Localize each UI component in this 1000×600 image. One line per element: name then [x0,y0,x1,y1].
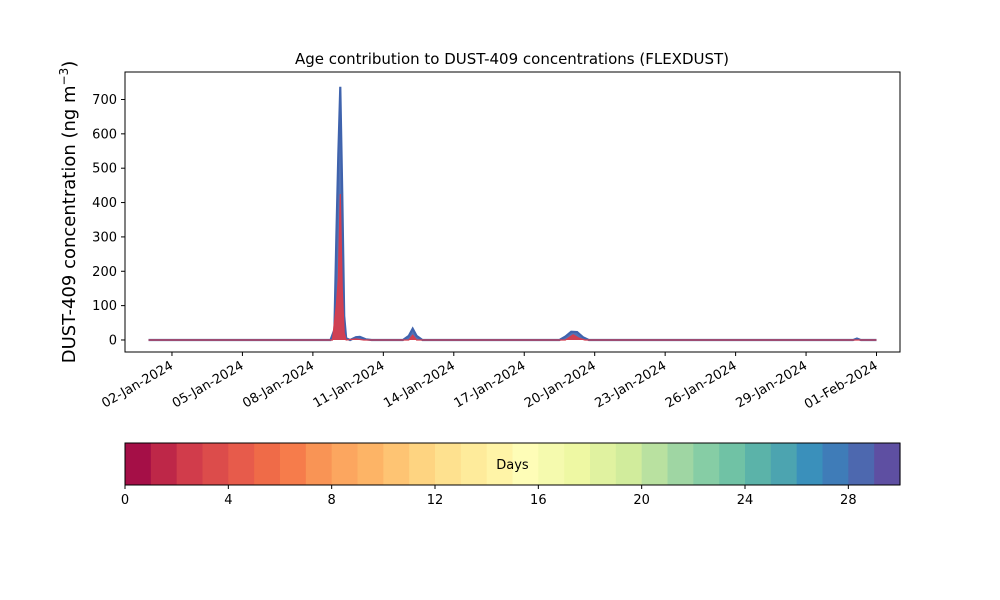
x-tick-label: 29-Jan-2024 [733,358,810,411]
colorbar-bin [331,443,359,485]
colorbar-bin [305,443,333,485]
colorbar-bin [460,443,488,485]
colorbar-bin [254,443,281,485]
colorbar-bin [590,443,617,485]
series-area-young [148,193,877,340]
colorbar-frame [124,442,901,486]
colorbar-tick-label: 0 [121,493,129,508]
colorbar-bin [719,443,746,485]
plot-area: 0 100 200 300 400 500 600 700 02-Jan-202405-Jan-… [92,71,901,412]
x-tick-label: 20-Jan-2024 [522,358,599,411]
colorbar-label: Days [496,458,529,473]
colorbar-bin [538,443,565,485]
x-tick-label: 14-Jan-2024 [381,358,458,411]
colorbar-bin [202,443,229,485]
x-tick-label: 23-Jan-2024 [593,358,670,411]
x-tick-label: 17-Jan-2024 [452,358,529,411]
colorbar-tick-label: 24 [737,493,754,508]
colorbar-tick-label: 4 [224,493,232,508]
colorbar-bin [848,443,875,485]
colorbar-bin [409,443,436,485]
series-line-total [148,86,877,342]
colorbar-bin [435,443,462,485]
x-tick-label: 05-Jan-2024 [170,358,247,411]
series-area-total [148,86,877,340]
colorbar: 0 4 8 12 16 20 24 28 Days [121,442,901,508]
colorbar-tick-label: 12 [427,493,444,508]
colorbar-bin [796,443,824,485]
x-tick-label: 11-Jan-2024 [311,358,388,411]
colorbar-bin [745,443,772,485]
colorbar-bin [280,443,307,485]
y-tick-label: 400 [92,196,117,211]
colorbar-bin [150,443,178,485]
colorbar-bin [564,443,591,485]
series-line-young [148,193,877,341]
y-tick-label: 500 [92,162,117,177]
chart-title: Age contribution to DUST-409 concentrati… [295,50,729,68]
colorbar-tick-label: 16 [530,493,547,508]
y-tick-label: 200 [92,265,117,280]
colorbar-bin [667,443,694,485]
colorbar-bin [770,443,798,485]
x-tick-label: 02-Jan-2024 [99,358,176,411]
colorbar-bin [874,443,901,485]
y-tick-label: 100 [92,299,117,314]
colorbar-bin [615,443,643,485]
x-tick-label: 26-Jan-2024 [663,358,740,411]
colorbar-bin [822,443,849,485]
y-tick-label: 0 [109,333,117,348]
colorbar-bin [228,443,255,485]
colorbar-bin [486,443,514,485]
y-tick-label: 300 [92,230,117,245]
colorbar-bin [383,443,410,485]
colorbar-tick-label: 28 [840,493,857,508]
colorbar-bin [176,443,204,485]
y-tick-label: 600 [92,127,117,142]
colorbar-bin [693,443,720,485]
colorbar-bin [641,443,669,485]
colorbar-tick-label: 8 [328,493,336,508]
colorbar-bin [125,443,152,485]
y-axis-label: DUST-409 concentration (ng m−3) [57,61,80,364]
colorbar-bin [357,443,384,485]
colorbar-bin [512,443,539,485]
x-tick-label: 08-Jan-2024 [240,358,317,411]
x-tick-label: 01-Feb-2024 [802,358,881,412]
y-tick-label: 700 [92,93,117,108]
colorbar-tick-label: 20 [633,493,650,508]
plot-frame [124,71,901,353]
